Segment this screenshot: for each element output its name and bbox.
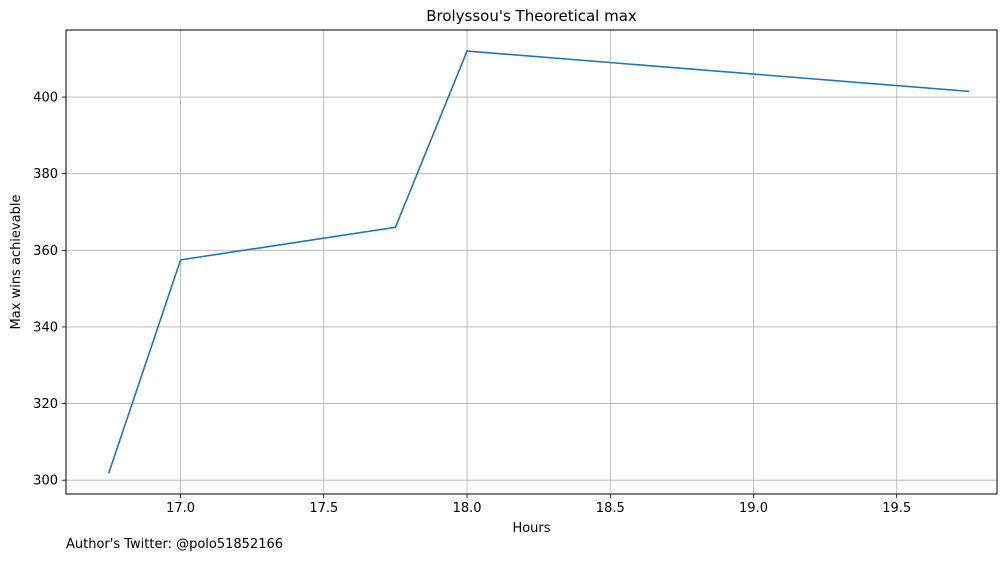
x-tick-label: 19.0 [739, 501, 768, 516]
data-point [108, 471, 110, 474]
y-tick-label: 300 [33, 474, 58, 489]
x-tick-label: 18.5 [596, 501, 625, 516]
x-axis-label: Hours [512, 521, 550, 536]
data-series [107, 50, 970, 474]
x-tick-label: 17.5 [309, 501, 338, 516]
x-tick-label: 18.0 [453, 501, 482, 516]
x-tick-label: 19.5 [882, 501, 911, 516]
data-point [466, 50, 468, 52]
y-tick-label: 320 [33, 397, 58, 412]
author-footnote: Author's Twitter: @polo51852166 [66, 537, 284, 552]
y-tick-label: 400 [33, 91, 58, 106]
data-point [179, 259, 182, 261]
grid-lines [66, 30, 997, 494]
chart-title: Brolyssou's Theoretical max [426, 7, 637, 25]
y-tick-label: 380 [33, 167, 58, 182]
data-point [394, 226, 397, 229]
y-axis-label: Max wins achievable [9, 195, 24, 330]
x-tick-label: 17.0 [166, 501, 195, 516]
axis-ticks: 17.0 17.5 18.0 18.5 19.0 19.5 300 320 340 360 380 4… [33, 91, 911, 516]
y-tick-label: 340 [33, 320, 58, 335]
y-tick-label: 360 [33, 244, 58, 259]
data-point [967, 90, 970, 93]
plot-area-frame [65, 29, 998, 495]
